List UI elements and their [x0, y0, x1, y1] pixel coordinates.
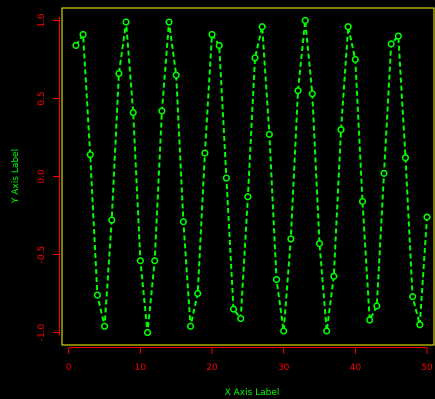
x-tick-label: 10: [135, 363, 147, 373]
data-point: [72, 41, 80, 50]
data-point: [251, 54, 259, 62]
data-point: [179, 218, 187, 226]
x-ticks: 0 10 20 30 40 50: [66, 347, 433, 373]
data-point: [330, 272, 338, 280]
x-tick-label: 0: [66, 363, 72, 373]
y-axis-title: Y Axis Label: [11, 149, 21, 204]
x-axis-title: X Axis Label: [225, 388, 280, 398]
y-tick-label: 0.5: [37, 91, 47, 105]
data-point: [93, 291, 101, 299]
data-point: [86, 151, 94, 159]
y-ticks: -1.0 -0.5 0.0 0.5 1.0: [37, 13, 60, 341]
data-point: [108, 216, 116, 224]
data-point: [323, 327, 331, 335]
data-point: [315, 239, 324, 248]
data-point: [416, 321, 424, 329]
data-point: [380, 169, 388, 177]
data-point: [165, 18, 173, 26]
y-tick-label: 1.0: [37, 13, 47, 28]
data-point: [201, 149, 209, 157]
data-point: [344, 23, 352, 31]
data-point: [401, 154, 410, 162]
data-point: [366, 316, 374, 324]
data-point: [229, 305, 238, 313]
data-point: [194, 289, 202, 298]
x-tick-label: 50: [421, 363, 433, 373]
data-point: [115, 69, 123, 78]
data-point: [308, 90, 316, 98]
data-point: [351, 55, 359, 64]
data-point: [258, 23, 266, 31]
data-point: [122, 18, 130, 26]
data-point: [136, 257, 144, 265]
data-point: [358, 197, 367, 206]
data-point: [337, 126, 345, 134]
data-point: [301, 16, 309, 25]
y-tick-label: -1.0: [37, 323, 47, 341]
y-tick-label: -0.5: [37, 246, 47, 264]
data-point: [280, 327, 288, 335]
data-point: [79, 30, 87, 39]
data-point: [394, 32, 402, 40]
series-points: [72, 16, 431, 337]
data-point: [151, 257, 159, 265]
data-point: [237, 314, 245, 323]
data-point: [409, 293, 417, 301]
y-tick-label: 0.0: [37, 169, 47, 184]
data-point: [100, 322, 109, 330]
data-point: [423, 213, 431, 221]
data-point: [208, 30, 216, 39]
plot-frame: [61, 7, 435, 346]
data-point: [244, 193, 252, 201]
data-point: [265, 130, 273, 138]
data-point: [129, 108, 137, 117]
x-tick-label: 30: [278, 363, 290, 373]
data-point: [172, 71, 180, 79]
x-tick-label: 20: [206, 363, 218, 373]
data-point: [373, 302, 381, 310]
data-point: [186, 322, 195, 330]
data-point: [143, 328, 152, 337]
data-point: [287, 235, 295, 243]
data-point: [158, 107, 166, 115]
x-tick-label: 40: [350, 363, 362, 373]
data-point: [215, 41, 223, 50]
series-line: [75, 20, 428, 333]
data-point: [222, 174, 230, 182]
data-point: [272, 275, 281, 284]
data-point: [387, 40, 395, 48]
data-point: [294, 87, 302, 95]
